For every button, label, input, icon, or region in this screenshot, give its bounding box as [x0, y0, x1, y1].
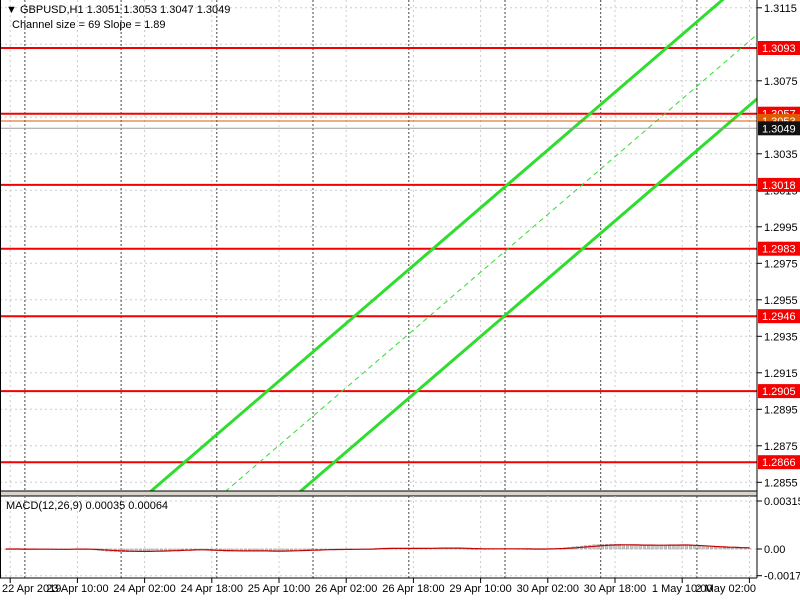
macd-histogram-bar [294, 548, 298, 551]
macd-histogram-bar [189, 548, 193, 550]
macd-histogram-bar [630, 544, 634, 550]
macd-indicator-label: MACD(12,26,9) 0.00035 0.00064 [6, 500, 168, 512]
level-price-badge-bg [758, 309, 800, 324]
macd-signal-line[interactable] [6, 544, 750, 553]
macd-histogram-bar [605, 544, 609, 550]
macd-histogram-bar [651, 545, 655, 550]
bid-price-badge-bg [758, 121, 800, 136]
macd-histogram-bar [726, 547, 730, 550]
macd-histogram-bar [298, 548, 302, 551]
price-tick-label: 1.2915 [764, 368, 798, 380]
macd-histogram-bar [735, 547, 739, 550]
macd-histogram-bar [642, 545, 646, 550]
channel-boundary-line[interactable] [0, 97, 757, 600]
macd-histogram-bar [739, 548, 743, 550]
time-tick-label: 25 Apr 10:00 [248, 583, 310, 595]
price-tick-label: 1.2895 [764, 404, 798, 416]
time-tick-label: 30 Apr 18:00 [584, 583, 646, 595]
macd-histogram-bar [697, 546, 701, 550]
macd-histogram-bar [747, 548, 751, 550]
macd-histogram-bar [638, 545, 642, 550]
price-tick-label: 1.3115 [764, 3, 797, 15]
macd-tick-label: 0.00 [764, 544, 785, 556]
level-price-badge-bg [758, 241, 800, 256]
macd-histogram-bar [596, 544, 600, 550]
panel-separator[interactable] [0, 490, 800, 497]
level-price-badge: 1.2983 [762, 244, 796, 256]
macd-histogram-bar [705, 546, 709, 550]
macd-histogram-bar [722, 547, 726, 550]
time-tick-label: 22 Apr 2019 [2, 583, 61, 595]
macd-histogram-bar [180, 548, 184, 551]
macd-histogram-bar [626, 544, 630, 550]
macd-histogram-bar [609, 543, 613, 550]
channel-boundary-line[interactable] [0, 0, 757, 600]
level-price-badge: 1.2946 [762, 311, 796, 323]
level-price-badge: 1.2866 [762, 457, 796, 469]
macd-histogram-bar [689, 545, 693, 550]
main-chart-panel[interactable] [0, 0, 757, 600]
level-price-badge-bg [758, 455, 800, 470]
window-resize-bar[interactable] [0, 491, 800, 496]
macd-histogram-bar [710, 546, 714, 550]
macd-histogram-bar [600, 544, 604, 550]
macd-histogram-bar [714, 547, 718, 550]
price-tick-label: 1.3035 [764, 149, 798, 161]
level-price-badge-bg [758, 41, 800, 55]
macd-histogram-bar [172, 548, 176, 551]
time-tick-label: 1 May 10:00 [652, 583, 713, 595]
macd-histogram-bar [302, 548, 306, 551]
time-tick-label: 24 Apr 02:00 [113, 583, 175, 595]
price-tick-label: 1.2855 [764, 477, 798, 489]
macd-histogram-bar [634, 544, 638, 550]
level-price-badge-bg [758, 177, 800, 192]
macd-panel[interactable] [0, 496, 757, 578]
macd-histogram-bar [693, 545, 697, 550]
macd-histogram-bar [743, 548, 747, 550]
macd-histogram-bar [647, 545, 651, 550]
macd-histogram-bar [701, 546, 705, 550]
level-price-badge: 1.3093 [762, 43, 796, 55]
price-tick-label: 1.2935 [764, 331, 798, 343]
time-tick-label: 26 Apr 02:00 [315, 583, 377, 595]
symbol-dropdown-icon[interactable]: ▼ [6, 4, 17, 16]
macd-histogram-bar [613, 544, 617, 550]
macd-histogram-bar [168, 548, 172, 551]
macd-histogram-bar [164, 548, 168, 551]
level-price-badge-bg [758, 384, 800, 399]
macd-histogram-bar [655, 545, 659, 550]
time-tick-label: 24 Apr 18:00 [181, 583, 243, 595]
symbol-ohlc-readout: GBPUSD,H1 1.3051 1.3053 1.3047 1.3049 [20, 4, 230, 16]
macd-tick-label: -0.00175 [764, 571, 800, 583]
time-tick-label: 30 Apr 02:00 [517, 583, 579, 595]
price-tick-label: 1.2975 [764, 258, 798, 270]
macd-histogram-bar [176, 548, 180, 551]
price-axis[interactable]: 1.31151.30751.30351.30151.29951.29751.29… [756, 0, 800, 600]
price-tick-label: 1.3075 [764, 76, 798, 88]
level-price-badge: 1.2905 [762, 386, 796, 398]
bid-price-badge: 1.3049 [762, 123, 796, 135]
macd-histogram-bar [718, 547, 722, 550]
level-price-badge: 1.3018 [762, 180, 796, 192]
time-tick-label: 2 May 02:00 [695, 583, 756, 595]
time-tick-label: 26 Apr 18:00 [382, 583, 444, 595]
channel-info-label: Channel size = 69 Slope = 1.89 [12, 19, 166, 31]
macd-tick-label: 0.00315 [764, 496, 800, 508]
price-tick-label: 1.2955 [764, 295, 798, 307]
time-tick-label: 29 Apr 10:00 [449, 583, 511, 595]
macd-histogram-bar [306, 548, 310, 551]
macd-histogram-bar [731, 547, 735, 550]
time-tick-label: 23 Apr 10:00 [46, 583, 108, 595]
channel-median-line[interactable] [0, 34, 757, 600]
chart-object-layer[interactable] [0, 0, 757, 600]
price-tick-label: 1.2875 [764, 441, 798, 453]
price-tick-label: 1.2995 [764, 222, 798, 234]
price-axis-background [757, 0, 800, 600]
chart-header: ▼ GBPUSD,H1 1.3051 1.3053 1.3047 1.3049 … [6, 4, 230, 31]
macd-histogram-bar [185, 548, 189, 550]
